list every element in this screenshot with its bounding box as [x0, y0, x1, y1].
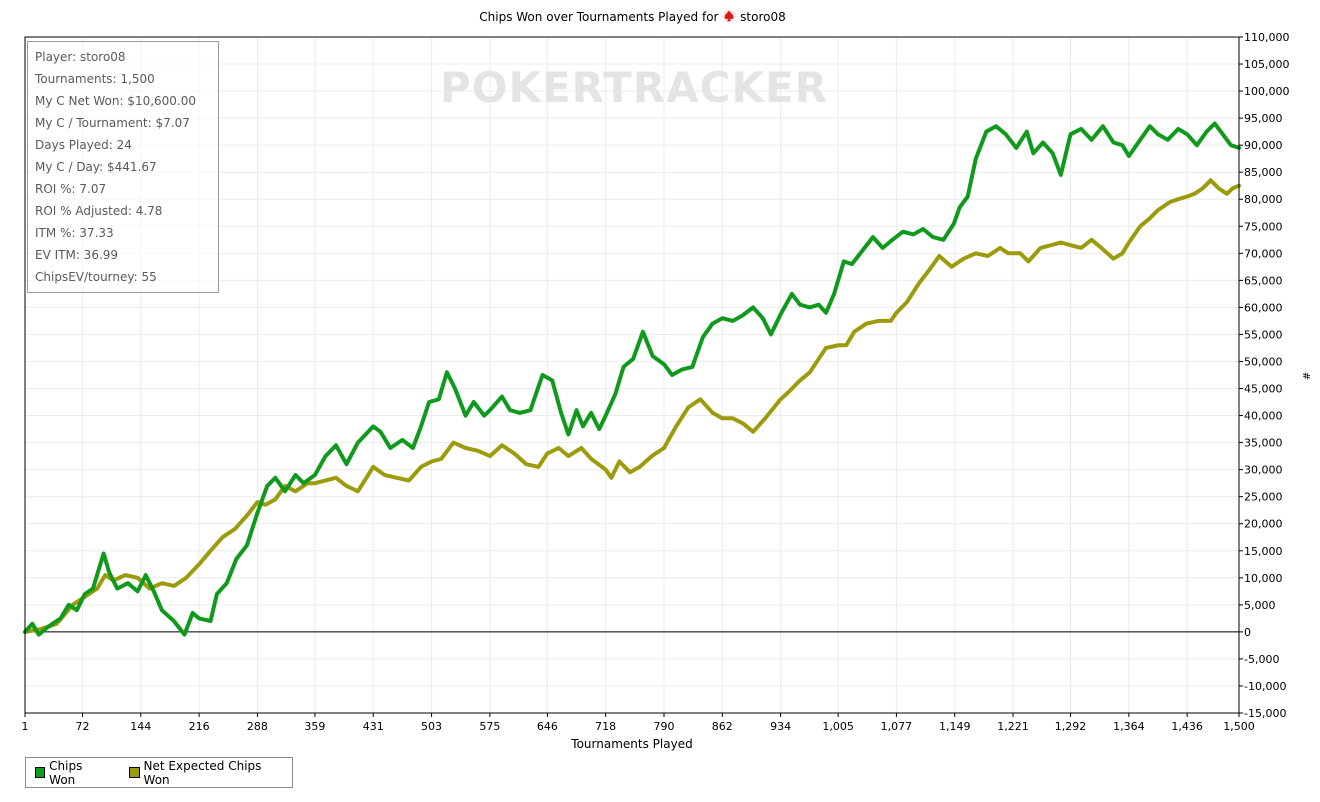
- y-tick-label: 0: [1244, 626, 1251, 639]
- y-tick-label: -10,000: [1244, 680, 1286, 693]
- legend-label-net-expected: Net Expected Chips Won: [143, 758, 262, 787]
- y-tick-label: 40,000: [1244, 410, 1283, 423]
- chart-title: Chips Won over Tournaments Played for st…: [0, 9, 1265, 24]
- stat-line: Tournaments: 1,500: [35, 72, 155, 86]
- x-tick-label: 144: [130, 720, 151, 733]
- x-tick-label: 1,364: [1113, 720, 1145, 733]
- y-tick-label: 5,000: [1244, 599, 1276, 612]
- x-tick-label: 862: [712, 720, 733, 733]
- x-tick-label: 1,221: [997, 720, 1029, 733]
- y-tick-label: 30,000: [1244, 464, 1283, 477]
- x-tick-label: 503: [421, 720, 442, 733]
- y-tick-label: 85,000: [1244, 166, 1283, 179]
- plot-frame: [24, 36, 1240, 714]
- y-axis: -15,000 -10,000 -5,000 0 5,000 10,000 15,000 20…: [1239, 31, 1290, 720]
- y-tick-label: 10,000: [1244, 572, 1283, 585]
- stat-line: Days Played: 24: [35, 138, 132, 152]
- x-tick-label: 1,149: [939, 720, 971, 733]
- x-tick-label: 1: [22, 720, 29, 733]
- stat-line: ChipsEV/tourney: 55: [35, 270, 157, 284]
- y-tick-label: -5,000: [1244, 653, 1279, 666]
- x-tick-label: 216: [189, 720, 210, 733]
- y-axis-label: #: [1300, 372, 1311, 380]
- stat-line: My C / Tournament: $7.07: [35, 116, 190, 130]
- y-tick-label: 80,000: [1244, 193, 1283, 206]
- y-tick-label: 55,000: [1244, 328, 1283, 341]
- series-line-chips-won: [23, 121, 1241, 637]
- y-tick-label: 15,000: [1244, 545, 1283, 558]
- legend-swatch-net-expected: [129, 767, 140, 778]
- chart-plot: POKERTRACKER 1 72 144 216 288 359 431 503 575 646…: [22, 31, 1312, 751]
- x-tick-label: 790: [653, 720, 674, 733]
- legend-item-net-expected: Net Expected Chips Won: [129, 759, 278, 787]
- legend-swatch-chips-won: [35, 767, 46, 778]
- series-line-net-expected-chips-won: [23, 178, 1241, 634]
- chart-series: [23, 121, 1241, 637]
- x-tick-label: 431: [363, 720, 384, 733]
- x-tick-label: 72: [76, 720, 90, 733]
- chart-title-prefix: Chips Won over Tournaments Played for: [479, 10, 719, 24]
- y-tick-label: -15,000: [1244, 707, 1286, 720]
- legend-label-chips-won: Chips Won: [49, 758, 83, 787]
- chart-title-player: storo08: [740, 10, 786, 24]
- y-tick-label: 90,000: [1244, 139, 1283, 152]
- y-tick-label: 95,000: [1244, 112, 1283, 125]
- y-tick-label: 50,000: [1244, 355, 1283, 368]
- x-tick-label: 1,436: [1171, 720, 1203, 733]
- x-axis: 1 72 144 216 288 359 431 503 575 646 718 790 862 934 1…: [22, 713, 1255, 733]
- y-tick-label: 20,000: [1244, 518, 1283, 531]
- chart-legend: Chips Won Net Expected Chips Won: [25, 757, 293, 788]
- x-tick-label: 575: [479, 720, 500, 733]
- x-tick-label: 718: [595, 720, 616, 733]
- stat-line: ROI %: 7.07: [35, 182, 107, 196]
- spade-icon: [722, 9, 736, 23]
- x-tick-label: 1,077: [881, 720, 913, 733]
- y-tick-label: 45,000: [1244, 383, 1283, 396]
- y-tick-label: 75,000: [1244, 220, 1283, 233]
- stat-line: ITM %: 37.33: [35, 226, 114, 240]
- stat-line: ROI % Adjusted: 4.78: [35, 204, 163, 218]
- y-tick-label: 60,000: [1244, 301, 1283, 314]
- x-axis-label: Tournaments Played: [570, 737, 692, 751]
- x-tick-label: 646: [537, 720, 558, 733]
- y-tick-label: 110,000: [1244, 31, 1290, 44]
- stat-line: Player: storo08: [35, 50, 126, 64]
- legend-item-chips-won: Chips Won: [35, 759, 106, 787]
- y-tick-label: 100,000: [1244, 85, 1290, 98]
- y-tick-label: 70,000: [1244, 247, 1283, 260]
- stats-panel: Player: storo08 Tournaments: 1,500 My C Ne…: [27, 41, 219, 293]
- x-tick-label: 1,292: [1055, 720, 1087, 733]
- x-tick-label: 359: [304, 720, 325, 733]
- x-tick-label: 934: [770, 720, 791, 733]
- stat-line: My C / Day: $441.67: [35, 160, 157, 174]
- y-tick-label: 35,000: [1244, 437, 1283, 450]
- pokertracker-watermark: POKERTRACKER: [440, 63, 828, 112]
- y-tick-label: 105,000: [1244, 58, 1290, 71]
- x-tick-label: 288: [247, 720, 268, 733]
- stat-line: EV ITM: 36.99: [35, 248, 119, 262]
- y-tick-label: 25,000: [1244, 491, 1283, 504]
- x-tick-label: 1,500: [1223, 720, 1255, 733]
- stat-line: My C Net Won: $10,600.00: [35, 94, 197, 108]
- x-tick-label: 1,005: [822, 720, 854, 733]
- y-tick-label: 65,000: [1244, 274, 1283, 287]
